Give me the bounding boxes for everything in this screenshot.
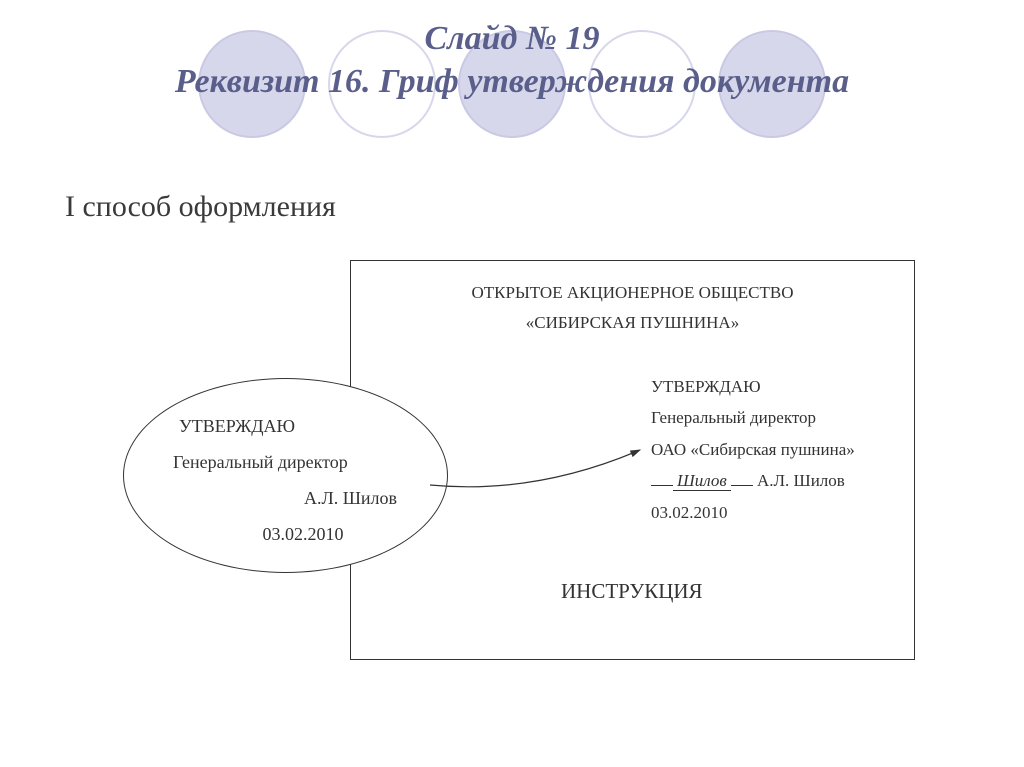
slide-subtitle: I способ оформления xyxy=(65,190,336,224)
approve-signature: Шилов xyxy=(673,471,731,491)
callout-position: Генеральный директор xyxy=(173,444,403,480)
callout-name: А.Л. Шилов xyxy=(173,480,403,516)
approve-word: УТВЕРЖДАЮ xyxy=(651,371,881,402)
approval-block: УТВЕРЖДАЮ Генеральный директор ОАО «Сиби… xyxy=(651,371,881,528)
document-type: ИНСТРУКЦИЯ xyxy=(561,579,703,604)
approve-org: ОАО «Сибирская пушнина» xyxy=(651,434,881,465)
document-org-header: ОТКРЫТОЕ АКЦИОНЕРНОЕ ОБЩЕСТВО «СИБИРСКАЯ… xyxy=(351,283,914,333)
approve-name: А.Л. Шилов xyxy=(757,471,845,490)
callout-word: УТВЕРЖДАЮ xyxy=(173,408,403,444)
slide-number: Слайд № 19 xyxy=(0,18,1024,61)
callout-ellipse: УТВЕРЖДАЮ Генеральный директор А.Л. Шило… xyxy=(123,378,448,573)
approve-signature-line: Шилов А.Л. Шилов xyxy=(651,465,881,496)
org-line-1: ОТКРЫТОЕ АКЦИОНЕРНОЕ ОБЩЕСТВО xyxy=(351,283,914,303)
approve-position: Генеральный директор xyxy=(651,402,881,433)
slide-header: Слайд № 19 Реквизит 16. Гриф утверждения… xyxy=(0,18,1024,103)
approve-date: 03.02.2010 xyxy=(651,497,881,528)
callout-content: УТВЕРЖДАЮ Генеральный директор А.Л. Шило… xyxy=(173,408,403,552)
org-line-2: «СИБИРСКАЯ ПУШНИНА» xyxy=(351,313,914,333)
callout-date: 03.02.2010 xyxy=(173,516,403,552)
slide-title: Реквизит 16. Гриф утверждения документа xyxy=(0,61,1024,104)
